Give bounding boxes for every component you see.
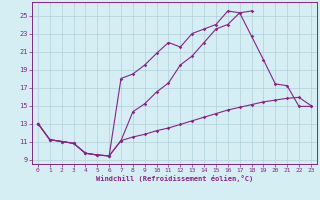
- X-axis label: Windchill (Refroidissement éolien,°C): Windchill (Refroidissement éolien,°C): [96, 175, 253, 182]
